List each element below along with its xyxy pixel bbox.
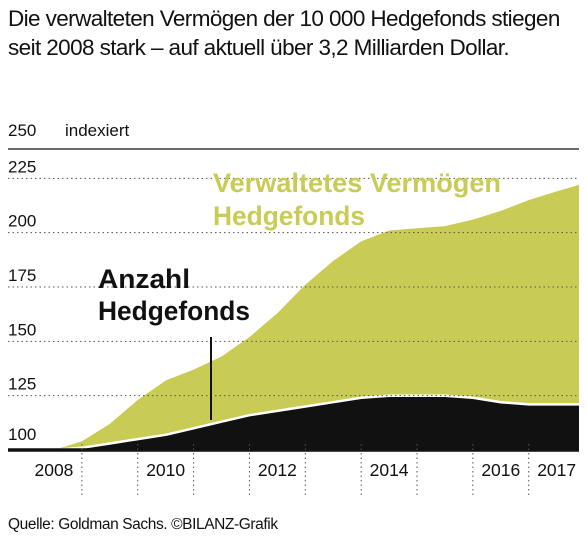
y-tick-label: 200 xyxy=(8,212,36,231)
grid-layer: 100 125 150 175 200 225 250 xyxy=(8,121,579,444)
series-label-funds-line1: Anzahl xyxy=(98,264,190,294)
series-line-funds xyxy=(53,394,579,452)
series-label-assets-line2: Hedgefonds xyxy=(213,201,365,231)
axis-layer: 2008 2010 2012 2014 2016 2017 xyxy=(8,444,579,496)
x-tick-label: 2010 xyxy=(146,460,185,480)
x-tick-label: 2014 xyxy=(370,460,409,480)
x-tick-label: 2016 xyxy=(481,460,520,480)
x-tick-label: 2012 xyxy=(258,460,297,480)
x-tick-label: 2017 xyxy=(537,460,576,480)
y-tick-label: 225 xyxy=(8,157,36,176)
source-note: Quelle: Goldman Sachs. ©BILANZ-Grafik xyxy=(8,516,278,533)
series-label-layer: indexiert Verwaltetes Vermögen Hedgefond… xyxy=(65,121,501,420)
series-label-funds-line2: Hedgefonds xyxy=(98,296,250,326)
y-tick-label: 150 xyxy=(8,320,36,339)
y-tick-label: 125 xyxy=(8,375,36,394)
y-tick-label: 175 xyxy=(8,266,36,285)
chart-title-line: Die verwalteten Vermögen der 10 000 Hedg… xyxy=(8,6,560,31)
x-tick-label: 2008 xyxy=(34,460,73,480)
series-area-assets xyxy=(54,184,579,450)
y-axis-unit-label: indexiert xyxy=(65,121,130,140)
y-tick-label: 100 xyxy=(8,425,36,444)
area-layer xyxy=(53,184,579,452)
series-label-assets-line1: Verwaltetes Vermögen xyxy=(213,168,501,198)
y-tick-label: 250 xyxy=(8,121,36,140)
chart-title-line: seit 2008 stark – auf aktuell über 3,2 M… xyxy=(8,35,510,60)
chart-title: Die verwalteten Vermögen der 10 000 Hedg… xyxy=(8,4,583,62)
series-area-funds xyxy=(54,395,579,450)
